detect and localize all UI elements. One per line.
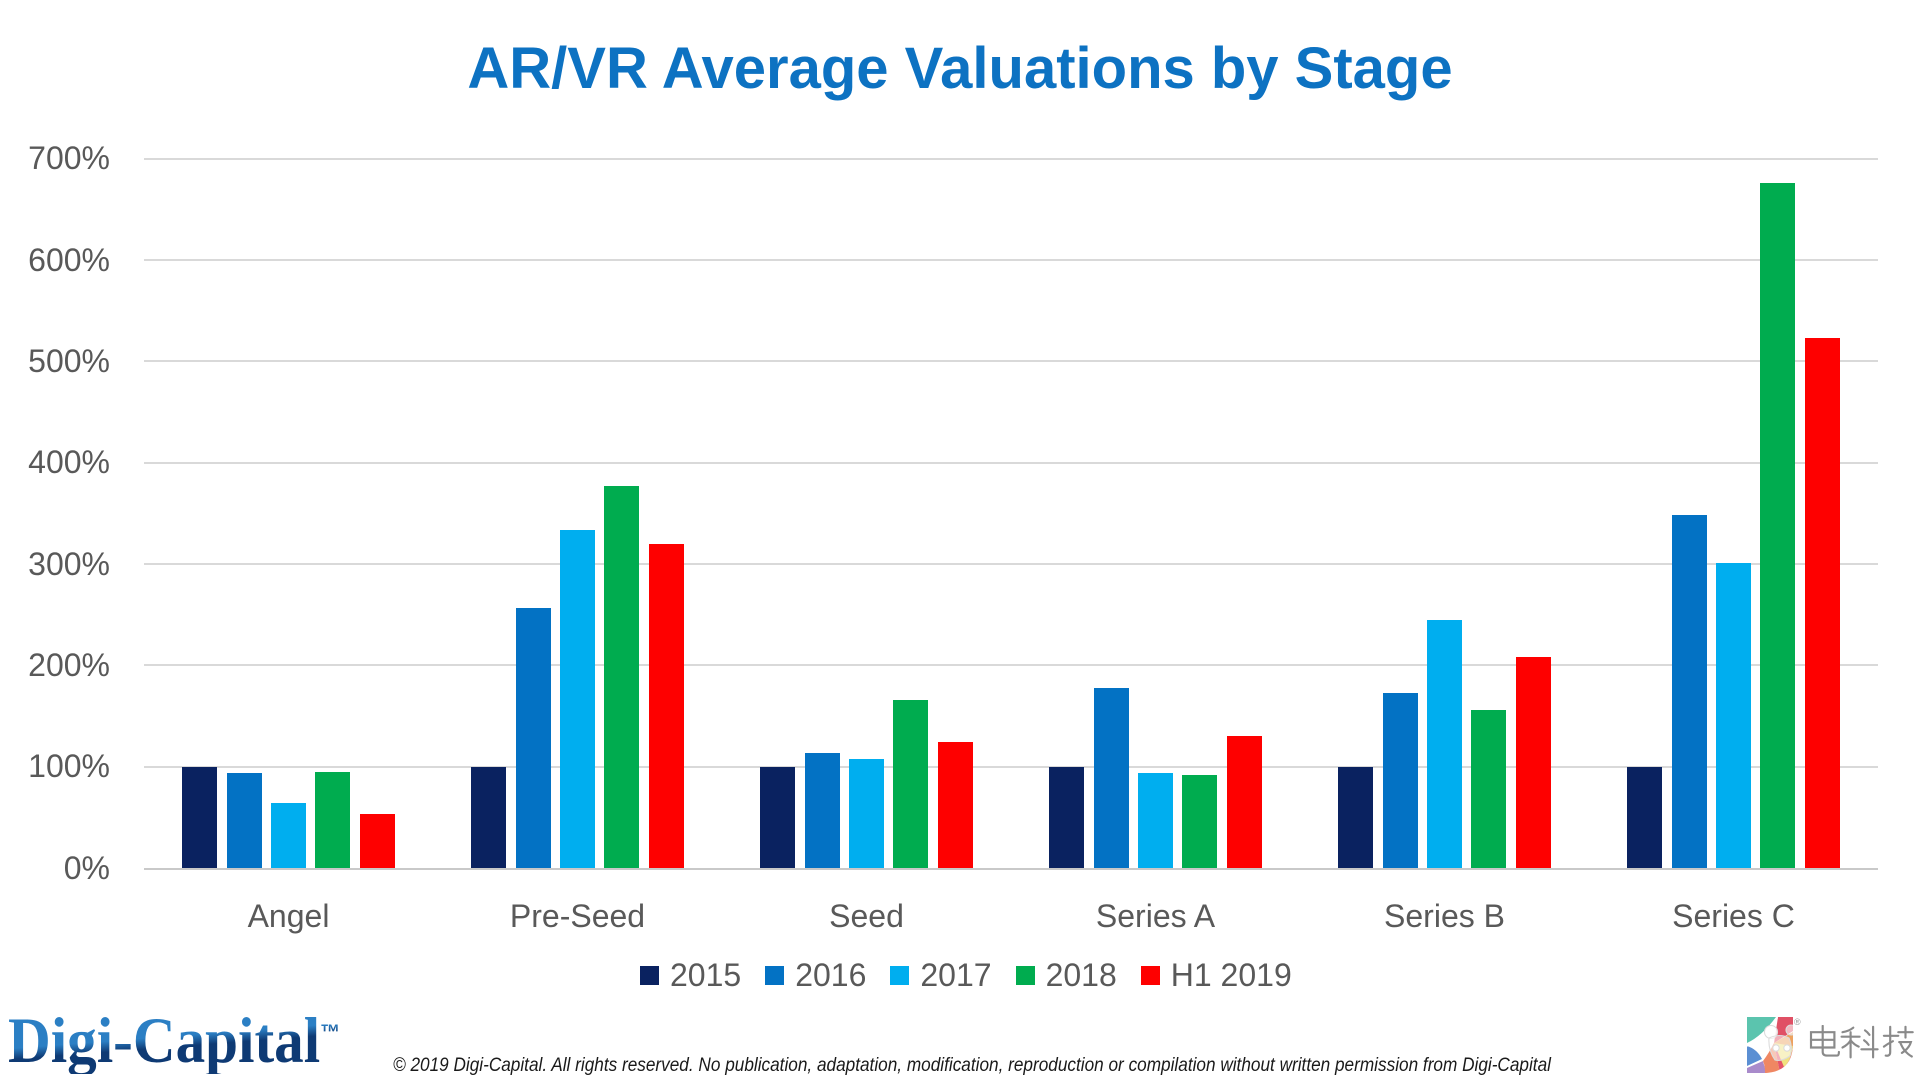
svg-text:®: ®: [1794, 1017, 1801, 1027]
